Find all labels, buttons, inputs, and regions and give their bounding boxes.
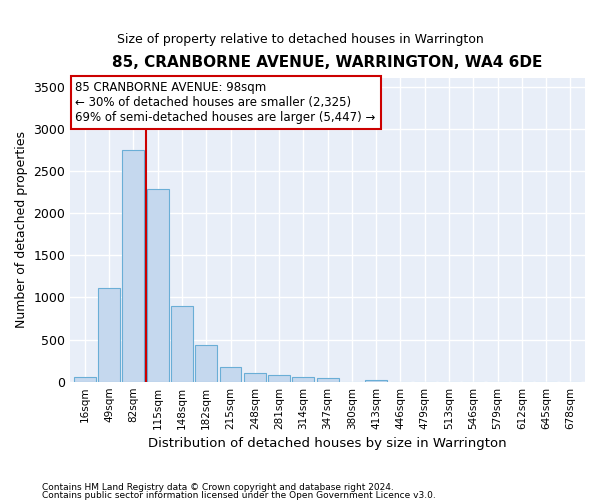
Bar [98,288,120,382]
Bar [220,367,241,382]
Bar [268,375,290,382]
Bar [317,378,338,382]
Bar [147,188,169,382]
Bar [171,306,193,382]
Text: 85 CRANBORNE AVENUE: 98sqm
← 30% of detached houses are smaller (2,325)
69% of s: 85 CRANBORNE AVENUE: 98sqm ← 30% of deta… [76,81,376,124]
Bar [292,377,314,382]
Bar [196,346,217,382]
Bar [74,377,96,382]
Bar [244,373,266,382]
Text: Contains public sector information licensed under the Open Government Licence v3: Contains public sector information licen… [42,490,436,500]
X-axis label: Distribution of detached houses by size in Warrington: Distribution of detached houses by size … [148,437,507,450]
Bar [122,150,145,382]
Title: 85, CRANBORNE AVENUE, WARRINGTON, WA4 6DE: 85, CRANBORNE AVENUE, WARRINGTON, WA4 6D… [112,55,543,70]
Text: Contains HM Land Registry data © Crown copyright and database right 2024.: Contains HM Land Registry data © Crown c… [42,484,394,492]
Text: Size of property relative to detached houses in Warrington: Size of property relative to detached ho… [116,32,484,46]
Y-axis label: Number of detached properties: Number of detached properties [15,132,28,328]
Bar [365,380,387,382]
